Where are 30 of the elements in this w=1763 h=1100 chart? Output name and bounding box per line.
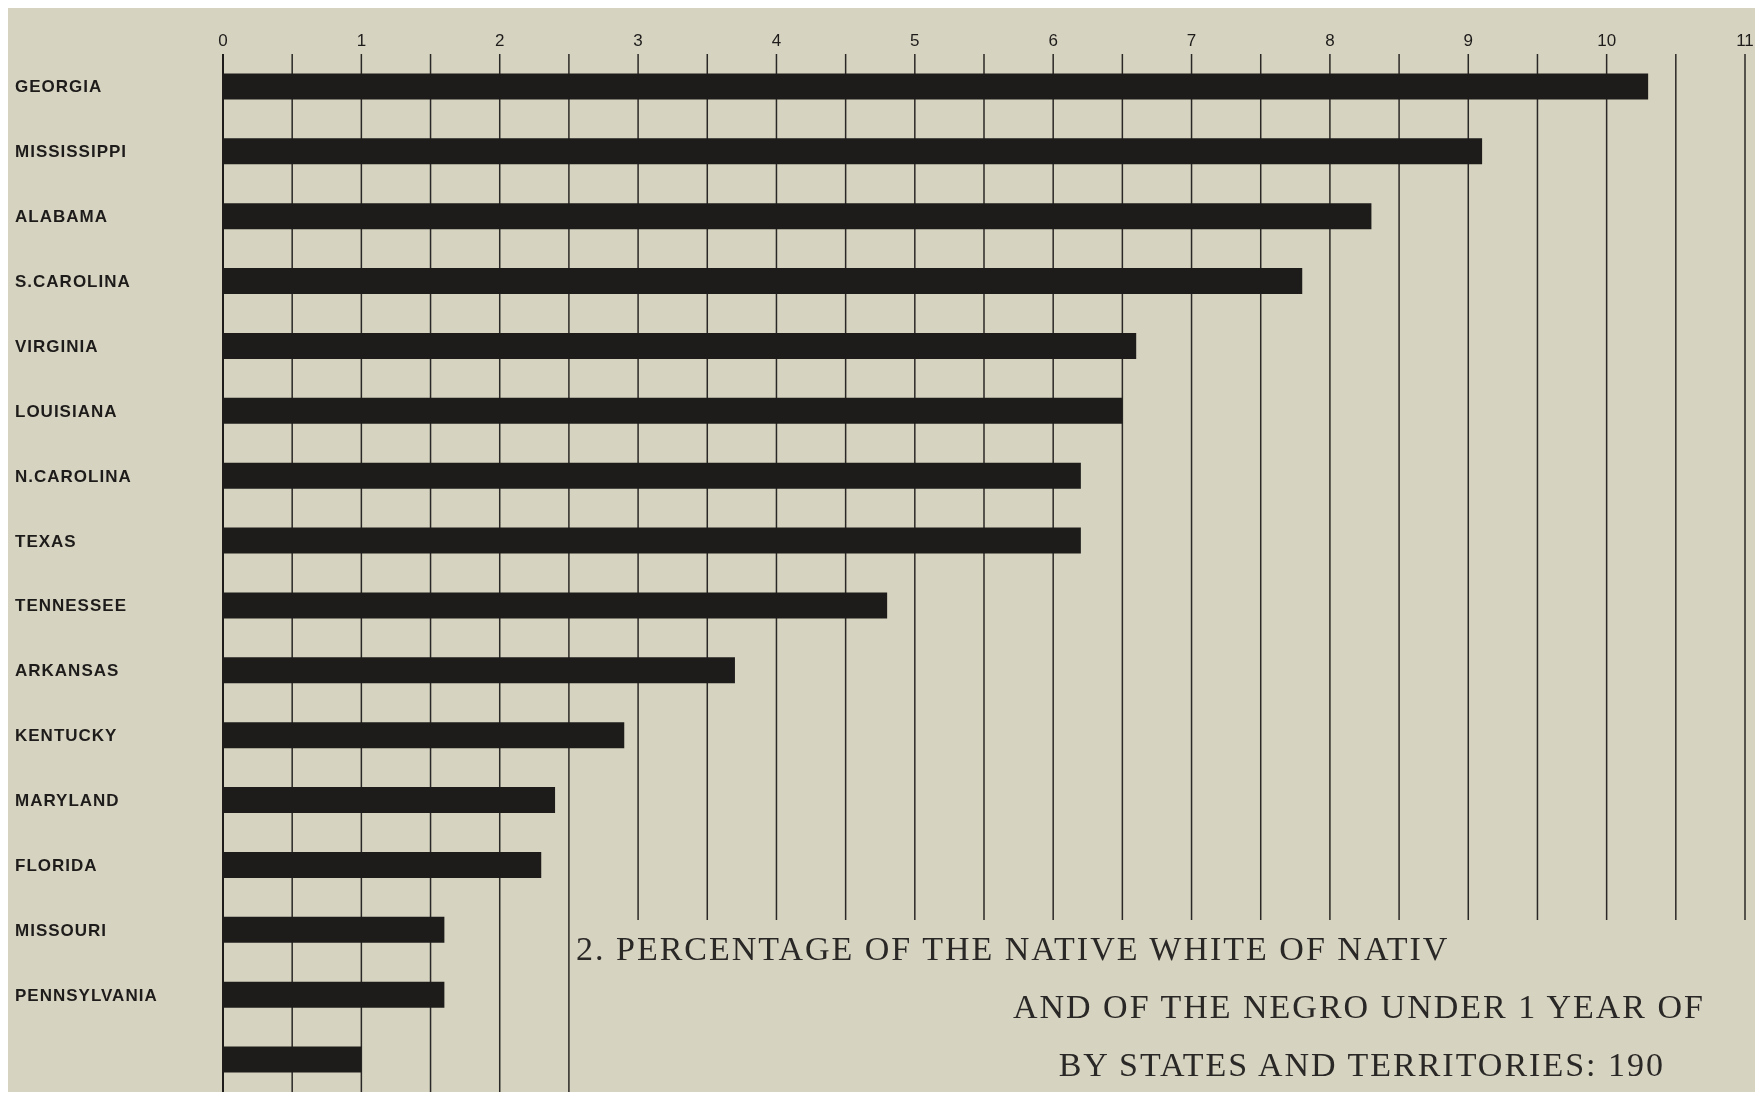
annotation: BY STATES AND TERRITORIES: 190 [1057,1045,1666,1085]
x-tick-label: 10 [1597,31,1617,50]
y-tick-label: VIRGINIA [15,336,99,356]
y-tick-label: MISSOURI [15,920,108,940]
x-tick-label: 9 [1463,31,1474,50]
x-tick-label: 0 [218,31,228,50]
x-tick-label: 5 [910,31,920,50]
y-tick-label: KENTUCKY [15,726,118,746]
y-tick-label: GEORGIA [15,77,103,97]
y-tick-label: ALABAMA [15,207,108,227]
y-tick-label: S.CAROLINA [15,272,131,292]
y-tick-label: MARYLAND [15,791,120,811]
y-tick-label: TEXAS [15,531,77,551]
y-tick-label: LOUISIANA [15,401,118,421]
y-tick-label: ARKANSAS [15,661,120,681]
annotation: 2. PERCENTAGE OF THE NATIVE WHITE OF NATIV [576,929,1451,969]
x-tick-label: 4 [771,31,782,50]
x-tick-label: 6 [1048,31,1058,50]
y-tick-label: FLORIDA [15,855,98,875]
x-tick-label: 1 [356,31,367,50]
y-tick-label: PENNSYLVANIA [15,985,158,1005]
y-tick-label: MISSISSIPPI [15,142,128,162]
y-tick-label: TENNESSEE [15,596,127,616]
x-tick-label: 11 [1736,31,1754,50]
x-tick-label: 7 [1186,31,1197,50]
annotation: AND OF THE NEGRO UNDER 1 YEAR OF [1011,987,1706,1027]
y-tick-label: N.CAROLINA [15,466,132,486]
x-tick-label: 3 [633,31,643,50]
x-tick-label: 2 [494,31,505,50]
x-tick-label: 8 [1325,31,1335,50]
